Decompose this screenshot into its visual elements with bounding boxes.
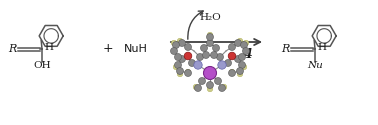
Circle shape	[206, 82, 214, 88]
Text: H: H	[44, 44, 53, 52]
Text: H₂O: H₂O	[199, 12, 221, 22]
Circle shape	[195, 84, 201, 91]
Circle shape	[228, 52, 236, 60]
Circle shape	[203, 66, 217, 80]
Text: Nu: Nu	[307, 62, 323, 70]
Circle shape	[194, 61, 202, 69]
Circle shape	[197, 54, 203, 60]
Circle shape	[198, 78, 206, 84]
Circle shape	[218, 61, 226, 69]
Circle shape	[200, 44, 208, 52]
Circle shape	[234, 40, 242, 46]
Circle shape	[175, 54, 181, 60]
Circle shape	[170, 48, 178, 54]
Circle shape	[239, 54, 245, 60]
Circle shape	[175, 62, 181, 68]
Circle shape	[217, 54, 223, 60]
Circle shape	[203, 52, 209, 59]
Circle shape	[234, 56, 242, 62]
Circle shape	[193, 84, 199, 90]
Circle shape	[241, 64, 247, 70]
Text: NuH: NuH	[124, 44, 148, 54]
Text: 4: 4	[244, 48, 253, 62]
Circle shape	[184, 52, 192, 60]
Circle shape	[177, 68, 183, 74]
Circle shape	[218, 84, 226, 91]
Circle shape	[211, 52, 217, 59]
Circle shape	[207, 32, 213, 38]
Circle shape	[239, 62, 245, 68]
Text: R: R	[8, 44, 16, 54]
Circle shape	[237, 68, 243, 74]
Circle shape	[177, 38, 183, 44]
Circle shape	[171, 40, 177, 46]
Circle shape	[225, 60, 231, 66]
Circle shape	[240, 42, 248, 48]
Circle shape	[214, 78, 222, 84]
Circle shape	[212, 44, 220, 52]
Circle shape	[221, 84, 227, 90]
Circle shape	[243, 48, 249, 54]
Circle shape	[237, 38, 243, 44]
Text: OH: OH	[33, 62, 51, 70]
Text: +: +	[103, 42, 113, 56]
Circle shape	[237, 71, 243, 77]
Circle shape	[185, 69, 191, 75]
Circle shape	[189, 60, 195, 66]
Circle shape	[172, 42, 180, 48]
Circle shape	[184, 44, 192, 51]
Circle shape	[178, 56, 186, 62]
Circle shape	[184, 70, 192, 76]
Circle shape	[178, 40, 186, 46]
Text: R: R	[281, 44, 289, 54]
Circle shape	[206, 34, 214, 40]
Circle shape	[177, 71, 183, 77]
Circle shape	[229, 69, 235, 75]
Text: H: H	[317, 44, 326, 52]
Circle shape	[228, 70, 235, 76]
Circle shape	[243, 40, 249, 46]
Circle shape	[228, 44, 235, 51]
Circle shape	[173, 64, 179, 70]
Circle shape	[207, 86, 213, 92]
Circle shape	[206, 40, 214, 46]
